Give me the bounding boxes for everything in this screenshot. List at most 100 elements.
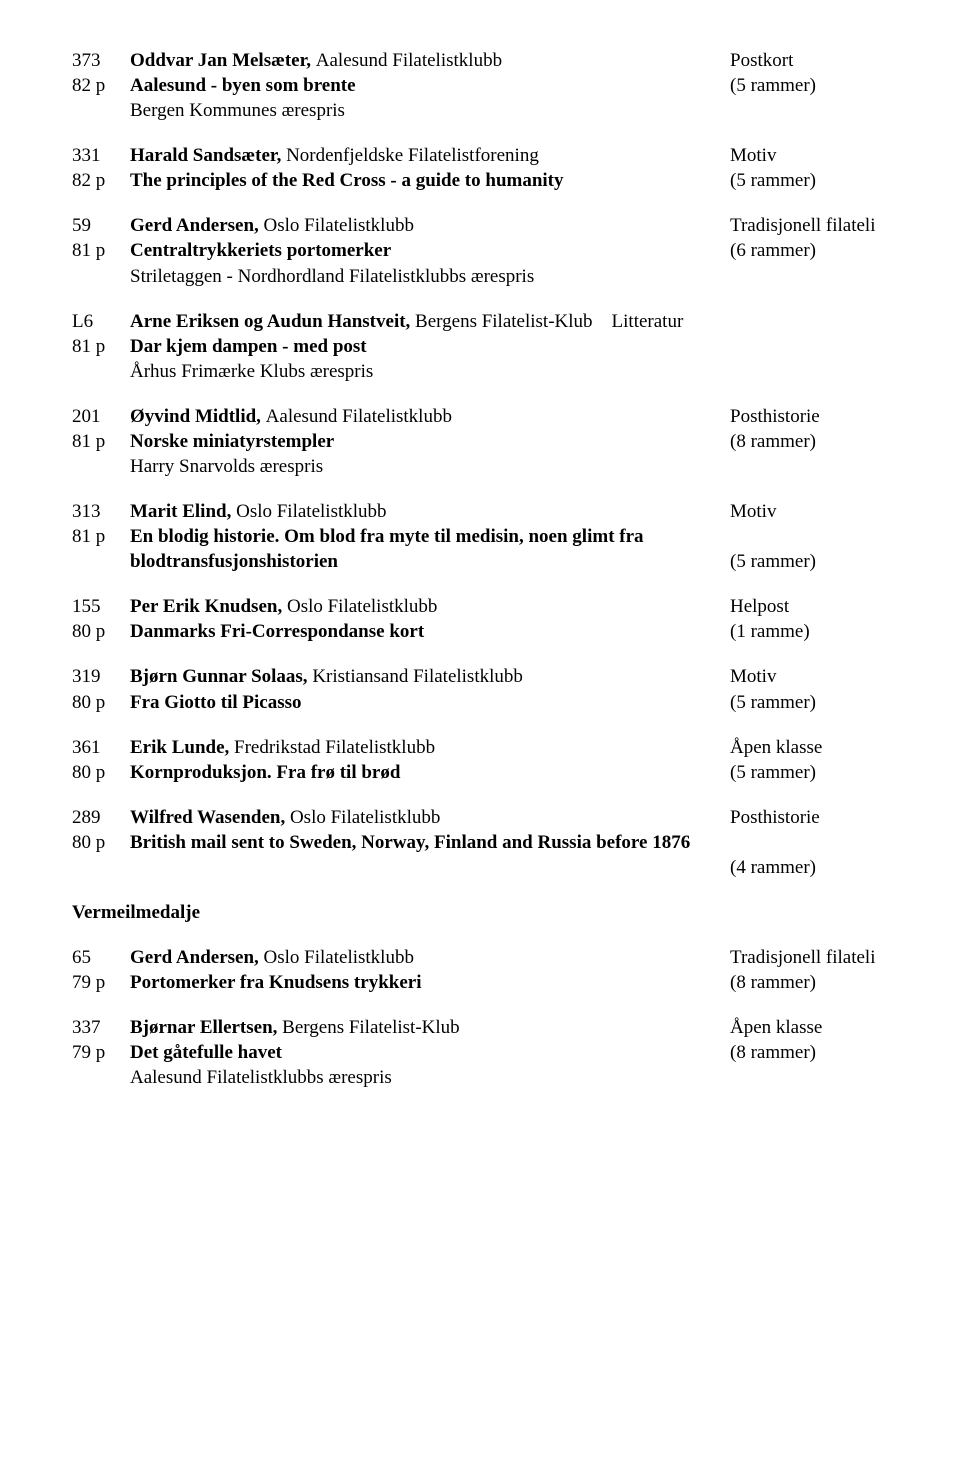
entry-name-club: Harald Sandsæter, Nordenfjeldske Filatel… xyxy=(130,143,730,168)
entry-line-2: 82 pAalesund - byen som brente(5 rammer) xyxy=(72,73,920,98)
entry-line-1: 319Bjørn Gunnar Solaas, Kristiansand Fil… xyxy=(72,664,920,689)
entry-name-club: Erik Lunde, Fredrikstad Filatelistklubb xyxy=(130,735,730,760)
entry-title: Norske miniatyrstempler xyxy=(130,429,730,454)
entry: 337Bjørnar Ellertsen, Bergens Filatelist… xyxy=(72,1015,920,1090)
entry-line-1: 337Bjørnar Ellertsen, Bergens Filatelist… xyxy=(72,1015,920,1040)
entries-list: 373Oddvar Jan Melsæter, Aalesund Filatel… xyxy=(72,48,920,880)
entry-line-2b: (4 rammer) xyxy=(72,855,920,880)
entry-line-2: 82 pThe principles of the Red Cross - a … xyxy=(72,168,920,193)
entry-name-club: Bjørnar Ellertsen, Bergens Filatelist-Kl… xyxy=(130,1015,730,1040)
entry-name-club: Marit Elind, Oslo Filatelistklubb xyxy=(130,499,730,524)
entry-id: 319 xyxy=(72,664,130,689)
entry-line-2: 81 pCentraltrykkeriets portomerker(6 ram… xyxy=(72,238,920,263)
entry-title: Aalesund - byen som brente xyxy=(130,73,730,98)
entry-line-2: 80 pBritish mail sent to Sweden, Norway,… xyxy=(72,830,920,855)
entry-name-club: Wilfred Wasenden, Oslo Filatelistklubb xyxy=(130,805,730,830)
entry-frames: (6 rammer) xyxy=(730,238,920,263)
entry-line-3: Striletaggen - Nordhordland Filatelistkl… xyxy=(72,264,920,289)
entry-id: 59 xyxy=(72,213,130,238)
entry-title: The principles of the Red Cross - a guid… xyxy=(130,168,730,193)
entry-name-club: Per Erik Knudsen, Oslo Filatelistklubb xyxy=(130,594,730,619)
entry-category: Posthistorie xyxy=(730,404,920,429)
entry-line-3: Århus Frimærke Klubs ærespris xyxy=(72,359,920,384)
entry-name-club: Gerd Andersen, Oslo Filatelistklubb xyxy=(130,213,730,238)
entry-frames: (5 rammer) xyxy=(730,760,920,785)
entries-list-2: 65Gerd Andersen, Oslo FilatelistklubbTra… xyxy=(72,945,920,1090)
entry-line-1: 289Wilfred Wasenden, Oslo Filatelistklub… xyxy=(72,805,920,830)
entry-points: 79 p xyxy=(72,970,130,995)
entry-line-2: 80 pFra Giotto til Picasso(5 rammer) xyxy=(72,690,920,715)
entry-frames: (5 rammer) xyxy=(730,168,920,193)
entry-id: 331 xyxy=(72,143,130,168)
entry: 155Per Erik Knudsen, Oslo Filatelistklub… xyxy=(72,594,920,644)
entry-id: 155 xyxy=(72,594,130,619)
entry-category: Åpen klasse xyxy=(730,735,920,760)
entry-line-3: Bergen Kommunes ærespris xyxy=(72,98,920,123)
entry: L6Arne Eriksen og Audun Hanstveit, Berge… xyxy=(72,309,920,384)
entry-name-club: Bjørn Gunnar Solaas, Kristiansand Filate… xyxy=(130,664,730,689)
entry-title: British mail sent to Sweden, Norway, Fin… xyxy=(130,830,920,855)
entry-award: Striletaggen - Nordhordland Filatelistkl… xyxy=(130,264,920,289)
entry-category: Motiv xyxy=(730,664,920,689)
entry-id: 313 xyxy=(72,499,130,524)
entry-category: Helpost xyxy=(730,594,920,619)
entry-line-2: 81 pEn blodig historie. Om blod fra myte… xyxy=(72,524,920,549)
entry-line-1: 65Gerd Andersen, Oslo FilatelistklubbTra… xyxy=(72,945,920,970)
entry-line-1: 313Marit Elind, Oslo FilatelistklubbMoti… xyxy=(72,499,920,524)
entry-title: Portomerker fra Knudsens trykkeri xyxy=(130,970,730,995)
entry-id: 361 xyxy=(72,735,130,760)
entry: 201Øyvind Midtlid, Aalesund Filatelistkl… xyxy=(72,404,920,479)
entry-line-1: 155Per Erik Knudsen, Oslo Filatelistklub… xyxy=(72,594,920,619)
entry-title: Kornproduksjon. Fra frø til brød xyxy=(130,760,730,785)
entry-frames: (5 rammer) xyxy=(730,690,920,715)
entry-title-cont xyxy=(130,855,730,880)
entry-category: Postkort xyxy=(730,48,920,73)
entry-title: Fra Giotto til Picasso xyxy=(130,690,730,715)
entry-frames: (8 rammer) xyxy=(730,1040,920,1065)
entry-title: Danmarks Fri-Correspondanse kort xyxy=(130,619,730,644)
entry-name-club: Øyvind Midtlid, Aalesund Filatelistklubb xyxy=(130,404,730,429)
entry-frames: (8 rammer) xyxy=(730,429,920,454)
entry-line-2: 79 pPortomerker fra Knudsens trykkeri(8 … xyxy=(72,970,920,995)
entry-id: 373 xyxy=(72,48,130,73)
entry-points: 80 p xyxy=(72,760,130,785)
entry-frames: (1 ramme) xyxy=(730,619,920,644)
entry-title: Det gåtefulle havet xyxy=(130,1040,730,1065)
entry-line-2: 79 pDet gåtefulle havet(8 rammer) xyxy=(72,1040,920,1065)
entry-line-1: 361Erik Lunde, Fredrikstad Filatelistklu… xyxy=(72,735,920,760)
entry-points: 79 p xyxy=(72,1040,130,1065)
entry-category: Motiv xyxy=(730,143,920,168)
entry: 289Wilfred Wasenden, Oslo Filatelistklub… xyxy=(72,805,920,880)
entry-points: 80 p xyxy=(72,830,130,855)
entry-title-cont: blodtransfusjonshistorien xyxy=(130,549,730,574)
entry-points: 80 p xyxy=(72,690,130,715)
entry-line-2: 80 pKornproduksjon. Fra frø til brød(5 r… xyxy=(72,760,920,785)
entry: 331Harald Sandsæter, Nordenfjeldske Fila… xyxy=(72,143,920,193)
entry-points: 81 p xyxy=(72,429,130,454)
entry-line-2: 81 pDar kjem dampen - med post xyxy=(72,334,920,359)
entry-title: En blodig historie. Om blod fra myte til… xyxy=(130,524,920,549)
entry-award: Harry Snarvolds ærespris xyxy=(130,454,920,479)
entry-points: 82 p xyxy=(72,168,130,193)
entry-id: 289 xyxy=(72,805,130,830)
entry-frames: (8 rammer) xyxy=(730,970,920,995)
entry-category: Åpen klasse xyxy=(730,1015,920,1040)
entry-frames: (5 rammer) xyxy=(730,549,920,574)
entry-line-1: 201Øyvind Midtlid, Aalesund Filatelistkl… xyxy=(72,404,920,429)
entry-line-1: 59Gerd Andersen, Oslo FilatelistklubbTra… xyxy=(72,213,920,238)
entry-points: 81 p xyxy=(72,334,130,359)
entry-award: Bergen Kommunes ærespris xyxy=(130,98,920,123)
entry-points: 81 p xyxy=(72,238,130,263)
entry-name-club: Gerd Andersen, Oslo Filatelistklubb xyxy=(130,945,730,970)
entry: 319Bjørn Gunnar Solaas, Kristiansand Fil… xyxy=(72,664,920,714)
entry-line-2b: blodtransfusjonshistorien(5 rammer) xyxy=(72,549,920,574)
entry-id: 337 xyxy=(72,1015,130,1040)
entry-id: 65 xyxy=(72,945,130,970)
entry-points: 81 p xyxy=(72,524,130,549)
entry-frames: (5 rammer) xyxy=(730,73,920,98)
entry-frames: (4 rammer) xyxy=(730,855,920,880)
entry: 59Gerd Andersen, Oslo FilatelistklubbTra… xyxy=(72,213,920,288)
entry-category: Posthistorie xyxy=(730,805,920,830)
entry-points: 80 p xyxy=(72,619,130,644)
entry-id: 201 xyxy=(72,404,130,429)
